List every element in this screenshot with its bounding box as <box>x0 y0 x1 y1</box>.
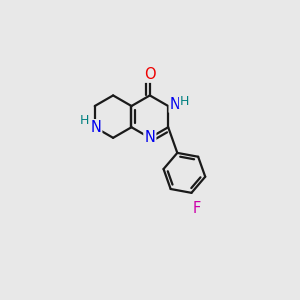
Text: N: N <box>144 130 155 145</box>
Text: O: O <box>144 67 156 82</box>
Text: N: N <box>91 120 102 135</box>
Text: F: F <box>193 201 201 216</box>
Text: H: H <box>80 114 89 127</box>
Text: N: N <box>169 97 180 112</box>
Text: H: H <box>179 95 189 108</box>
